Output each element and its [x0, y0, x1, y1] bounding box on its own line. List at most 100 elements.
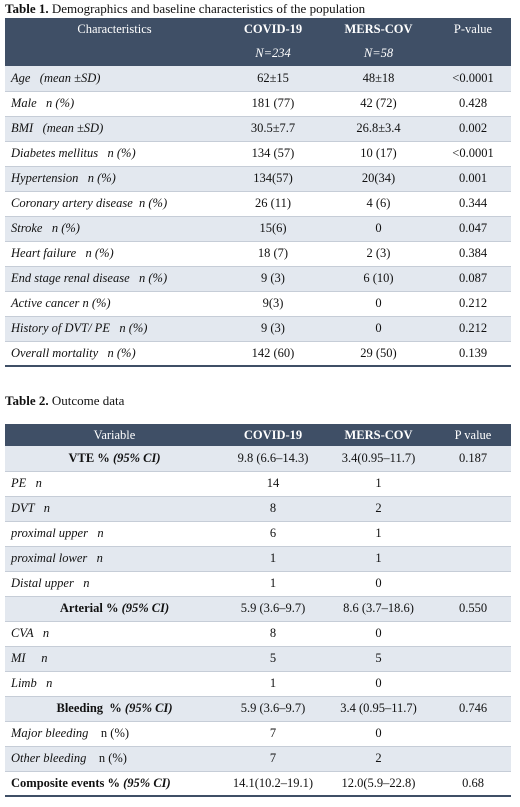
- mers-value-cell: 2: [322, 496, 435, 522]
- variable-cell: Arterial % (95% CI): [5, 596, 224, 622]
- mers-value-cell: 0: [322, 316, 435, 342]
- characteristic-cell: Coronary artery disease n (%): [5, 191, 224, 217]
- p-value-cell: 0.139: [435, 341, 511, 367]
- p-value-cell: 0.746: [435, 696, 511, 722]
- demographics-table: Characteristics COVID-19 MERS-COV P-valu…: [5, 18, 511, 367]
- table2-header-pvalue: P value: [454, 427, 492, 442]
- mers-value-cell: 0: [322, 671, 435, 697]
- variable-label: Bleeding %: [56, 701, 122, 715]
- table1-header-pvalue: P-value: [453, 21, 493, 36]
- table-row: Age (mean ±SD) 62±15 48±18 <0.0001: [5, 66, 511, 92]
- p-value-cell: [435, 646, 511, 672]
- covid-value-cell: 9 (3): [224, 316, 322, 342]
- variable-ci-label: (95% CI): [120, 775, 171, 790]
- variable-cell: proximal upper n: [5, 521, 224, 547]
- variable-cell: MI n: [5, 646, 224, 672]
- group-row: Composite events % (95% CI) 14.1(10.2–19.…: [5, 771, 511, 797]
- p-value-cell: [435, 546, 511, 572]
- table-row: History of DVT/ PE n (%) 9 (3) 0 0.212: [5, 316, 511, 342]
- mers-value-cell: 0: [322, 621, 435, 647]
- mers-value-cell: 12.0(5.9–22.8): [322, 771, 435, 797]
- p-value-cell: 0.550: [435, 596, 511, 622]
- covid-value-cell: 9(3): [224, 291, 322, 317]
- mers-value-cell: 2: [322, 746, 435, 772]
- table1-header-row: Characteristics COVID-19 MERS-COV P-valu…: [5, 18, 511, 40]
- variable-label: CVA n: [11, 626, 50, 640]
- covid-value-cell: 1: [224, 571, 322, 597]
- table-row: Major bleeding n (%) 7 0: [5, 721, 511, 747]
- mers-value-cell: 0: [322, 571, 435, 597]
- covid-value-cell: 15(6): [224, 216, 322, 242]
- table2-header-mers: MERS-COV: [344, 427, 413, 442]
- characteristic-cell: Hypertension n (%): [5, 166, 224, 192]
- covid-value-cell: 8: [224, 496, 322, 522]
- group-row: Bleeding % (95% CI) 5.9 (3.6–9.7) 3.4 (0.9…: [5, 696, 511, 722]
- group-row: VTE % (95% CI) 9.8 (6.6–14.3) 3.4(0.95–11.…: [5, 446, 511, 472]
- variable-label: Arterial %: [59, 601, 119, 615]
- table-row: Overall mortality n (%) 142 (60) 29 (50) 0.…: [5, 341, 511, 367]
- p-value-cell: <0.0001: [435, 66, 511, 92]
- characteristic-cell: Male n (%): [5, 91, 224, 117]
- variable-label: MI n: [11, 651, 48, 665]
- table-row: PE n 14 1: [5, 471, 511, 497]
- characteristic-cell: Age (mean ±SD): [5, 66, 224, 92]
- covid-value-cell: 7: [224, 721, 322, 747]
- p-value-cell: 0.187: [435, 446, 511, 472]
- mers-value-cell: 1: [322, 546, 435, 572]
- covid-value-cell: 9.8 (6.6–14.3): [224, 446, 322, 472]
- variable-label: Composite events %: [11, 775, 121, 790]
- mers-value-cell: 1: [322, 471, 435, 497]
- p-value-cell: [435, 496, 511, 522]
- table2-caption: Table 2. Outcome data: [5, 393, 124, 409]
- characteristic-cell: End stage renal disease n (%): [5, 266, 224, 292]
- table2-header-row: Variable COVID-19 MERS-COV P value: [5, 424, 511, 446]
- table1-subheader-covid-n: N=234: [255, 45, 291, 60]
- variable-label: Other bleeding: [11, 751, 87, 765]
- p-value-cell: 0.212: [435, 291, 511, 317]
- variable-label: proximal lower n: [11, 551, 103, 565]
- covid-value-cell: 8: [224, 621, 322, 647]
- p-value-cell: <0.0001: [435, 141, 511, 167]
- characteristic-cell: Stroke n (%): [5, 216, 224, 242]
- variable-cell: DVT n: [5, 496, 224, 522]
- p-value-cell: 0.212: [435, 316, 511, 342]
- mers-value-cell: 0: [322, 216, 435, 242]
- characteristic-cell: Heart failure n (%): [5, 241, 224, 267]
- mers-value-cell: 2 (3): [322, 241, 435, 267]
- p-value-cell: 0.001: [435, 166, 511, 192]
- variable-label: VTE %: [68, 450, 110, 465]
- p-value-cell: [435, 746, 511, 772]
- table-row: BMI (mean ±SD) 30.5±7.7 26.8±3.4 0.002: [5, 116, 511, 142]
- table2-caption-label: Table 2.: [5, 393, 49, 408]
- table1-subheader-row: N=234 N=58: [5, 40, 511, 66]
- variable-label: DVT n: [11, 501, 51, 515]
- p-value-cell: [435, 721, 511, 747]
- p-value-cell: 0.68: [435, 771, 511, 797]
- covid-value-cell: 134 (57): [224, 141, 322, 167]
- mers-value-cell: 3.4 (0.95–11.7): [322, 696, 435, 722]
- mers-value-cell: 26.8±3.4: [322, 116, 435, 142]
- table2-header-variable: Variable: [93, 427, 136, 442]
- table1-subheader-empty-p: [435, 40, 511, 66]
- variable-ci-label: (95% CI): [118, 601, 170, 615]
- mers-value-cell: 3.4(0.95–11.7): [322, 446, 435, 472]
- characteristic-cell: Active cancer n (%): [5, 291, 224, 317]
- table1-caption: Table 1. Demographics and baseline chara…: [5, 1, 365, 17]
- table-row: Hypertension n (%) 134(57) 20(34) 0.001: [5, 166, 511, 192]
- table-row: Stroke n (%) 15(6) 0 0.047: [5, 216, 511, 242]
- variable-cell: VTE % (95% CI): [5, 446, 224, 472]
- mers-value-cell: 8.6 (3.7–18.6): [322, 596, 435, 622]
- p-value-cell: [435, 471, 511, 497]
- table-row: Male n (%) 181 (77) 42 (72) 0.428: [5, 91, 511, 117]
- mers-value-cell: 48±18: [322, 66, 435, 92]
- covid-value-cell: 5: [224, 646, 322, 672]
- table1-header-covid: COVID-19: [243, 21, 303, 36]
- p-value-cell: [435, 621, 511, 647]
- table1-body: Age (mean ±SD) 62±15 48±18 <0.0001 Male n (%…: [5, 66, 511, 367]
- table1-caption-text: Demographics and baseline characteristic…: [48, 1, 366, 16]
